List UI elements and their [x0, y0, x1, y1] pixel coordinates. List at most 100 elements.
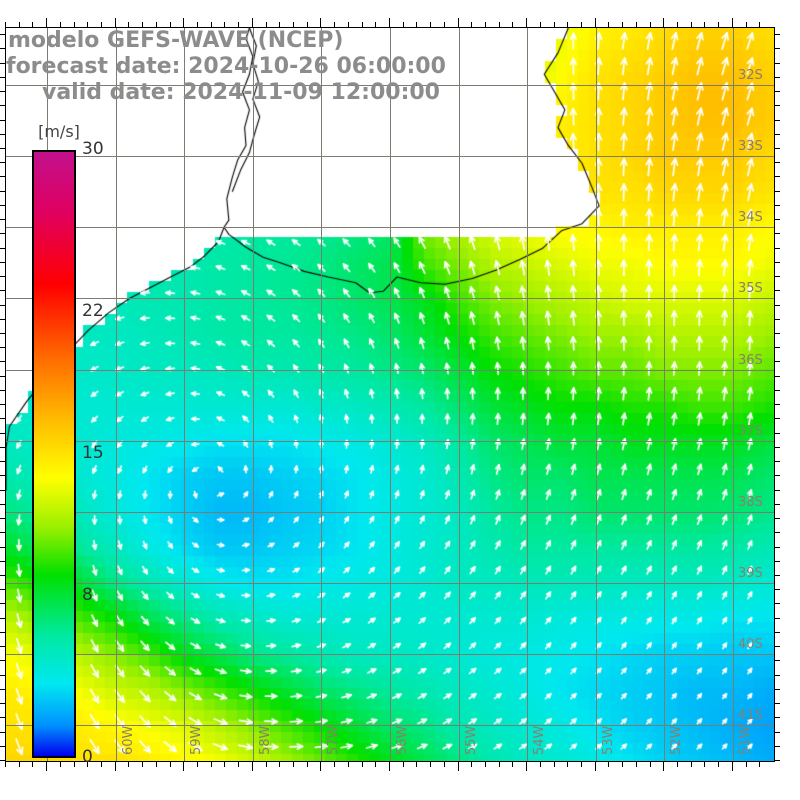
tick-right	[775, 120, 780, 121]
tick-top	[471, 22, 472, 27]
tick-right	[775, 732, 780, 733]
tick-left	[0, 418, 5, 419]
map-frame: 61W60W59W58W57W56W55W54W53W52W51W32S33S3…	[5, 27, 775, 762]
tick-top	[334, 22, 335, 27]
tick-bottom	[375, 762, 376, 767]
tick-top	[5, 22, 6, 27]
tick-top	[499, 22, 500, 27]
gridline-lat-39S	[6, 583, 774, 584]
tick-left	[0, 675, 5, 676]
gridline-lat-34S	[6, 227, 774, 228]
tick-right	[775, 63, 780, 64]
tick-right	[775, 191, 780, 192]
colorbar-tick-0: 0	[82, 747, 93, 767]
tick-bottom	[540, 762, 541, 767]
gridline-lon-57W	[321, 28, 322, 761]
lon-label-53W: 53W	[601, 725, 616, 755]
gridline-lon-51W	[733, 28, 734, 761]
gridline-lon-53W	[596, 28, 597, 761]
tick-bottom	[650, 762, 651, 767]
tick-right	[775, 575, 780, 576]
tick-right	[775, 518, 780, 519]
tick-right	[775, 148, 780, 149]
tick-bottom	[238, 762, 239, 767]
tick-left	[0, 632, 5, 633]
gridline-lon-58W	[253, 28, 254, 761]
tick-left	[0, 248, 5, 249]
tick-bottom	[266, 762, 267, 767]
tick-left	[0, 547, 5, 548]
tick-top	[595, 18, 596, 27]
tick-top	[279, 22, 280, 27]
tick-bottom	[19, 762, 20, 767]
lon-label-56W: 56W	[395, 725, 410, 755]
tick-bottom	[74, 762, 75, 767]
tick-top	[389, 18, 390, 27]
tick-top	[650, 22, 651, 27]
lat-label-39S: 39S	[738, 566, 763, 581]
tick-right	[775, 361, 780, 362]
tick-left	[0, 262, 5, 263]
tick-left	[0, 233, 5, 234]
tick-left	[0, 518, 5, 519]
tick-top	[403, 22, 404, 27]
colorbar-gradient	[32, 150, 76, 758]
tick-bottom	[170, 762, 171, 767]
tick-right	[775, 646, 780, 647]
tick-bottom	[416, 762, 417, 767]
tick-bottom	[746, 762, 747, 767]
tick-top	[416, 22, 417, 27]
tick-top	[567, 22, 568, 27]
tick-left	[0, 361, 5, 362]
tick-top	[183, 18, 184, 27]
tick-left	[0, 162, 5, 163]
tick-bottom	[101, 762, 102, 767]
tick-top	[663, 18, 664, 27]
tick-top	[197, 22, 198, 27]
tick-bottom	[293, 762, 294, 767]
tick-left	[0, 134, 5, 135]
tick-left	[0, 319, 5, 320]
tick-bottom	[183, 762, 184, 771]
tick-top	[307, 22, 308, 27]
tick-bottom	[348, 762, 349, 767]
tick-left	[0, 376, 5, 377]
tick-top	[101, 22, 102, 27]
tick-right	[775, 418, 780, 419]
gridline-lon-55W	[459, 28, 460, 761]
tick-bottom	[485, 762, 486, 767]
tick-left	[0, 390, 5, 391]
tick-bottom	[458, 762, 459, 771]
tick-left	[0, 703, 5, 704]
tick-bottom	[430, 762, 431, 767]
tick-bottom	[704, 762, 705, 767]
tick-top	[224, 22, 225, 27]
tick-bottom	[60, 762, 61, 767]
tick-top	[252, 18, 253, 27]
gridline-lat-35S	[6, 298, 774, 299]
tick-bottom	[663, 762, 664, 771]
tick-right	[775, 589, 780, 590]
tick-left	[0, 433, 5, 434]
gridline-lon-54W	[527, 28, 528, 761]
tick-top	[142, 22, 143, 27]
lat-label-38S: 38S	[738, 495, 763, 510]
tick-left	[0, 689, 5, 690]
tick-left	[0, 660, 5, 661]
tick-left	[0, 48, 5, 49]
tick-top	[170, 22, 171, 27]
lat-label-34S: 34S	[738, 210, 763, 225]
tick-left	[0, 461, 5, 462]
tick-right	[775, 347, 780, 348]
tick-left	[0, 490, 5, 491]
tick-top	[430, 22, 431, 27]
tick-right	[775, 703, 780, 704]
tick-top	[622, 22, 623, 27]
tick-right	[775, 760, 780, 761]
tick-top	[362, 22, 363, 27]
tick-right	[775, 305, 780, 306]
gridline-lon-52W	[664, 28, 665, 761]
tick-right	[775, 290, 780, 291]
lat-label-36S: 36S	[738, 353, 763, 368]
tick-right	[775, 618, 780, 619]
